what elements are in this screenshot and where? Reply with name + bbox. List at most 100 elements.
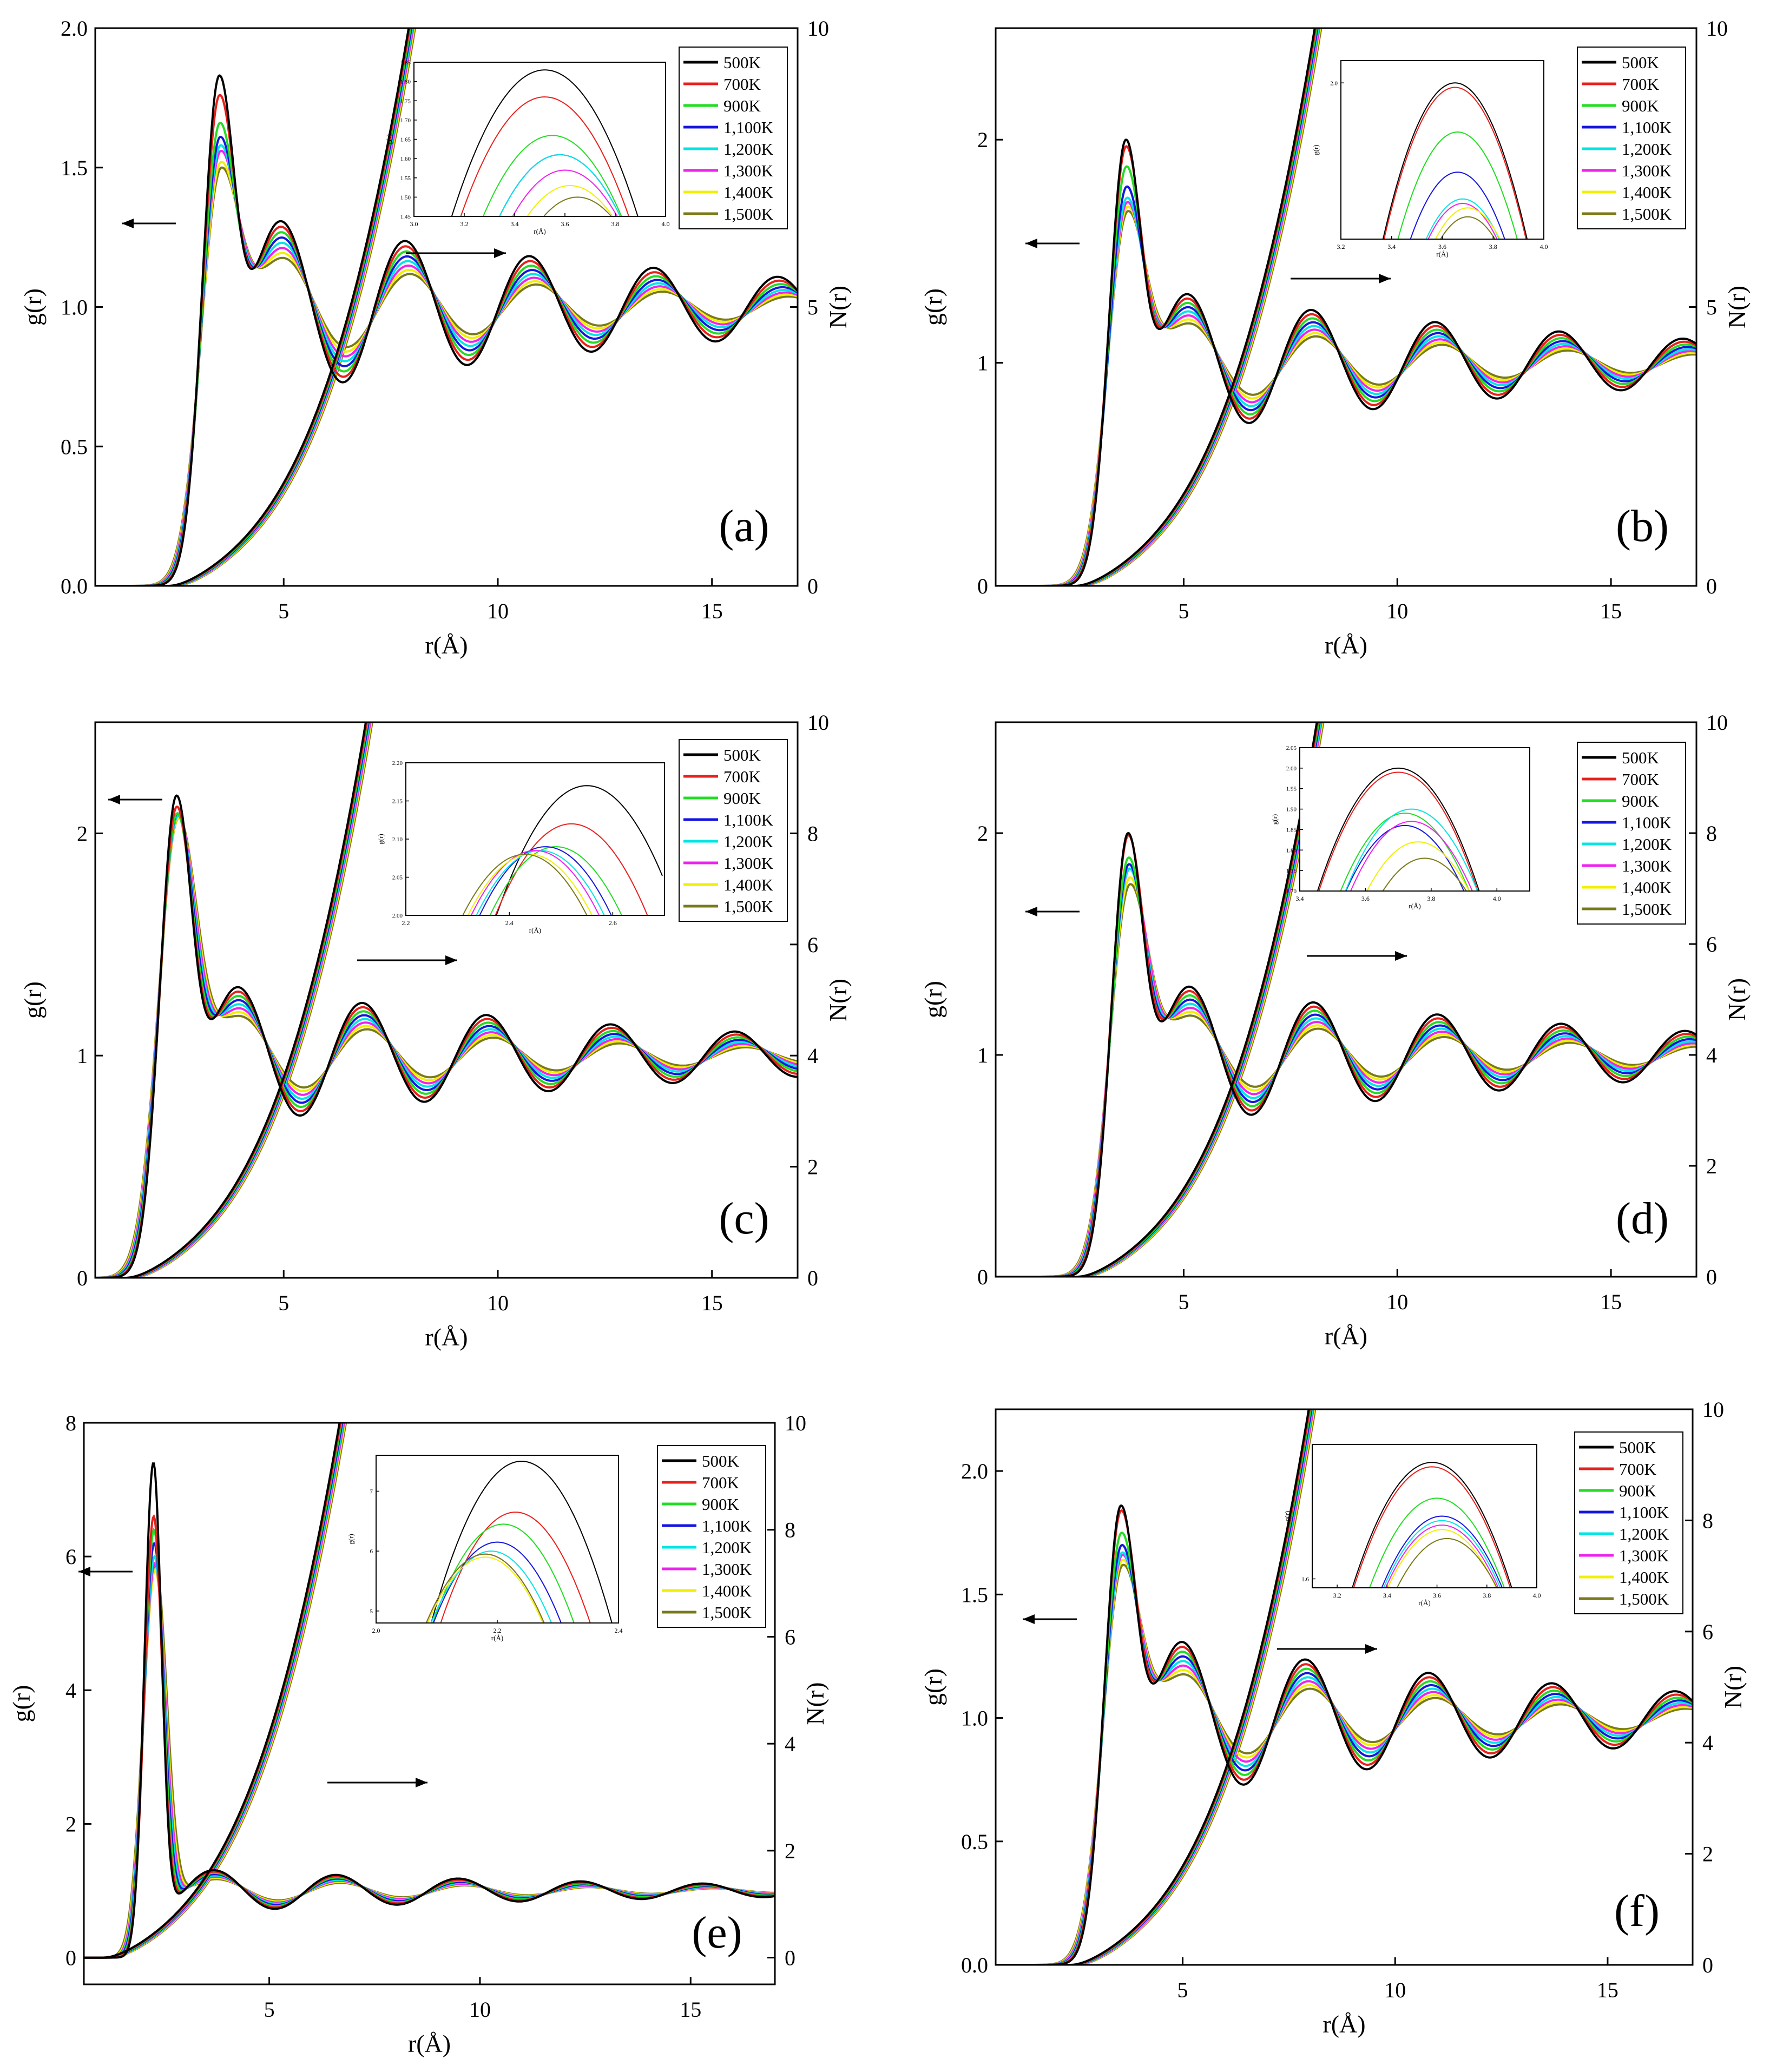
nr-series-1300K [996,1409,1315,1965]
legend-label: 500K [1622,748,1660,767]
inset-series-1300K [1350,821,1473,891]
inset-x-tick-label: 3.4 [1296,895,1304,902]
y2-axis-label: N(r) [1723,978,1751,1021]
inset-y-label: g(r) [385,134,393,145]
inset-series-1300K [1427,202,1498,239]
gr-series-1500K [996,210,1696,586]
inset-y-tick-label: 1.80 [400,79,411,85]
arrow-head [1395,951,1407,961]
inset-y-tick-label: 5 [370,1608,373,1615]
inset-y-tick-label: 2.05 [392,875,403,881]
plot-frame [995,721,1698,1278]
legend-label: 1,200K [1622,835,1672,854]
y2-tick-label: 5 [1706,295,1717,320]
legend-label: 700K [702,1473,740,1492]
inset-y-label: g(r) [347,1534,355,1545]
x-axis-label: r(Å) [408,2030,451,2057]
x-tick-label: 15 [1600,599,1622,623]
legend-label: 1,300K [1622,856,1672,875]
y-tick-label: 0 [977,574,988,598]
x-tick-label: 5 [264,1997,275,2022]
right-arrow-icon [1307,951,1407,961]
x-tick-label: 15 [701,1291,723,1315]
inset-curves [451,69,639,216]
y2-tick-label: 6 [1706,932,1717,956]
gr-series-1300K [996,201,1696,586]
y2-axis-label: N(r) [824,286,852,328]
y2-axis-label: N(r) [1719,1666,1747,1708]
arrow-head [1365,1644,1377,1654]
inset-y-tick-label: 2.0 [1330,80,1338,87]
inset-x-tick-label: 4.0 [662,220,670,228]
y2-tick-label: 0 [1702,1953,1713,1977]
inset-y-tick-label: 1.85 [1286,827,1297,833]
inset-x-tick-label: 4.0 [1540,243,1548,250]
inset-x-tick-label: 3.2 [460,220,469,228]
panel-label: (a) [719,501,769,551]
y-tick-label: 2.0 [61,16,88,41]
y-tick-label: 1 [977,351,988,375]
y-tick-label: 2.0 [961,1459,988,1483]
left-arrow-icon [1025,907,1080,916]
x-axis-label: r(Å) [1325,1322,1367,1350]
nr-series-500K [996,28,1316,586]
y-tick-label: 0.5 [961,1830,988,1854]
inset-series-500K [1317,767,1480,891]
inset-x-label: r(Å) [534,227,545,235]
y-axis-label: g(r) [19,288,47,326]
inset-x-label: r(Å) [491,1634,503,1642]
legend-label: 900K [723,96,761,115]
y-tick-label: 1.5 [61,156,88,180]
gr-series-500K [95,74,798,586]
inset-x-tick-label: 2.4 [505,919,514,927]
y-tick-label: 1.0 [61,295,88,320]
inset-series-1400K [1435,207,1501,239]
inset-series-900K [432,1523,575,1623]
curves [95,28,798,586]
inset-series-500K [1382,82,1528,239]
inset-x-tick-label: 3.4 [511,220,519,228]
left-arrow-icon [1023,1614,1077,1624]
inset: 2.2 2.4 2.6 2.00 2.05 2.10 2.15 2.20 r(Å) g(r) [377,760,665,934]
gr-series-500K [84,1462,775,1959]
inset-series-700K [1318,771,1479,891]
inset-x-tick-label: 2.2 [494,1627,502,1634]
y2-tick-label: 10 [807,710,829,735]
y-tick-label: 0 [77,1266,88,1290]
inset-x-tick-label: 4.0 [1493,895,1501,902]
arrow-head [445,955,457,965]
inset-y-label: g(r) [1283,1511,1291,1522]
inset-y-tick-label: 1.6 [1301,1576,1309,1582]
gr-series-1100K [996,185,1696,586]
arrow-head [416,1778,427,1787]
legend-label: 1,500K [723,897,774,916]
legend-label: 900K [702,1495,740,1514]
gr-series-500K [95,794,798,1278]
panel-label: (f) [1614,1886,1660,1936]
inset-y-label: g(r) [1312,144,1320,155]
legend-label: 500K [702,1451,740,1470]
y-tick-label: 2 [77,821,88,846]
inset-bg [376,1455,619,1623]
inset-y-tick-label: 1.70 [400,117,411,124]
inset-curves [1317,767,1480,891]
inset-frame [1312,1444,1537,1588]
gr-series-1400K [996,205,1696,586]
inset-bg [414,62,666,216]
plot-frame [995,1408,1694,1966]
legend-label: 1,300K [723,854,774,873]
x-tick-label: 15 [701,599,723,623]
legend-label: 1,400K [723,875,774,894]
y-tick-label: 0 [977,1265,988,1289]
legend-label: 500K [1622,53,1660,72]
x-tick-label: 10 [469,1997,491,2022]
y-axis-label: g(r) [919,981,947,1018]
x-tick-label: 10 [487,1291,509,1315]
inset-x-label: r(Å) [1436,250,1448,258]
inset-series-900K [1368,1497,1505,1588]
x-tick-label: 10 [1384,1978,1406,2002]
inset-curves [1351,1462,1512,1588]
legend-label: 900K [1619,1481,1657,1500]
inset-x-tick-label: 3.8 [1483,1592,1491,1599]
inset-x-tick-label: 2.0 [372,1627,380,1634]
